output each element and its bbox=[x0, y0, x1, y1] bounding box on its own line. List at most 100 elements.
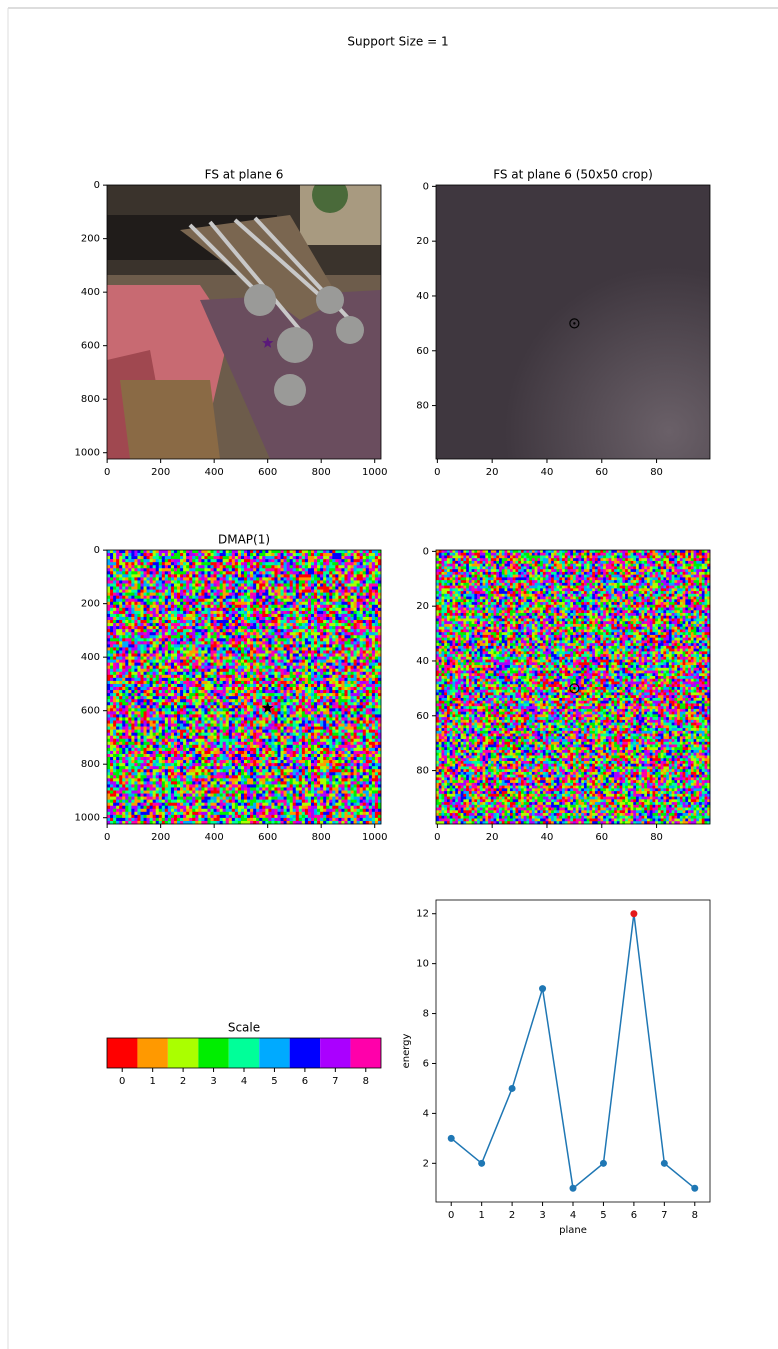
noise-pixel bbox=[162, 596, 165, 599]
noise-pixel bbox=[131, 608, 134, 611]
noise-pixel bbox=[247, 672, 250, 675]
noise-pixel bbox=[344, 559, 347, 562]
noise-pixel bbox=[140, 562, 143, 565]
noise-pixel bbox=[131, 577, 134, 580]
noise-pixel bbox=[217, 556, 220, 559]
noise-pixel bbox=[113, 660, 116, 663]
noise-pixel bbox=[271, 687, 274, 690]
noise-pixel bbox=[326, 587, 329, 590]
noise-pixel bbox=[323, 565, 326, 568]
noise-pixel bbox=[140, 568, 143, 571]
noise-pixel bbox=[360, 702, 363, 705]
noise-pixel bbox=[241, 711, 244, 714]
noise-pixel bbox=[223, 681, 226, 684]
noise-pixel bbox=[183, 614, 186, 617]
noise-pixel bbox=[207, 635, 210, 638]
noise-pixel bbox=[134, 714, 137, 717]
noise-pixel bbox=[363, 559, 366, 562]
noise-pixel bbox=[323, 660, 326, 663]
noise-pixel bbox=[250, 559, 253, 562]
noise-pixel bbox=[189, 577, 192, 580]
noise-pixel bbox=[186, 708, 189, 711]
noise-pixel bbox=[201, 641, 204, 644]
noise-pixel bbox=[165, 626, 168, 629]
noise-pixel bbox=[204, 629, 207, 632]
noise-pixel bbox=[119, 654, 122, 657]
noise-pixel bbox=[235, 641, 238, 644]
noise-pixel bbox=[116, 626, 119, 629]
noise-pixel bbox=[357, 675, 360, 678]
noise-pixel bbox=[153, 696, 156, 699]
noise-pixel bbox=[168, 669, 171, 672]
noise-pixel bbox=[134, 571, 137, 574]
noise-pixel bbox=[290, 580, 293, 583]
noise-pixel bbox=[299, 696, 302, 699]
noise-pixel bbox=[122, 587, 125, 590]
noise-pixel bbox=[354, 571, 357, 574]
noise-pixel bbox=[326, 638, 329, 641]
noise-pixel bbox=[198, 699, 201, 702]
noise-pixel bbox=[344, 678, 347, 681]
noise-pixel bbox=[363, 699, 366, 702]
noise-pixel bbox=[284, 678, 287, 681]
noise-pixel bbox=[180, 711, 183, 714]
noise-pixel bbox=[323, 711, 326, 714]
noise-pixel bbox=[262, 635, 265, 638]
noise-pixel bbox=[140, 590, 143, 593]
noise-pixel bbox=[329, 672, 332, 675]
noise-pixel bbox=[186, 608, 189, 611]
noise-pixel bbox=[338, 583, 341, 586]
noise-pixel bbox=[287, 553, 290, 556]
noise-pixel bbox=[375, 684, 378, 687]
noise-pixel bbox=[162, 672, 165, 675]
noise-pixel bbox=[204, 620, 207, 623]
noise-pixel bbox=[232, 623, 235, 626]
noise-pixel bbox=[147, 590, 150, 593]
noise-pixel bbox=[177, 690, 180, 693]
noise-pixel bbox=[116, 660, 119, 663]
noise-pixel bbox=[296, 620, 299, 623]
noise-pixel bbox=[137, 638, 140, 641]
noise-pixel bbox=[326, 696, 329, 699]
noise-pixel bbox=[326, 635, 329, 638]
noise-pixel bbox=[186, 690, 189, 693]
noise-pixel bbox=[247, 714, 250, 717]
noise-pixel bbox=[250, 599, 253, 602]
noise-pixel bbox=[296, 574, 299, 577]
noise-pixel bbox=[284, 669, 287, 672]
noise-pixel bbox=[287, 696, 290, 699]
noise-pixel bbox=[207, 687, 210, 690]
noise-pixel bbox=[107, 702, 110, 705]
noise-pixel bbox=[344, 657, 347, 660]
noise-pixel bbox=[238, 644, 241, 647]
noise-pixel bbox=[341, 684, 344, 687]
noise-pixel bbox=[220, 590, 223, 593]
noise-pixel bbox=[201, 657, 204, 660]
noise-pixel bbox=[369, 617, 372, 620]
noise-pixel bbox=[372, 599, 375, 602]
noise-pixel bbox=[229, 641, 232, 644]
noise-pixel bbox=[140, 669, 143, 672]
noise-pixel bbox=[113, 620, 116, 623]
noise-pixel bbox=[122, 672, 125, 675]
noise-pixel bbox=[351, 562, 354, 565]
noise-pixel bbox=[314, 684, 317, 687]
noise-pixel bbox=[308, 599, 311, 602]
noise-pixel bbox=[351, 699, 354, 702]
noise-pixel bbox=[338, 565, 341, 568]
noise-pixel bbox=[144, 638, 147, 641]
noise-pixel bbox=[369, 632, 372, 635]
noise-pixel bbox=[153, 550, 156, 553]
noise-pixel bbox=[207, 684, 210, 687]
noise-pixel bbox=[344, 565, 347, 568]
noise-pixel bbox=[271, 605, 274, 608]
noise-pixel bbox=[296, 617, 299, 620]
noise-pixel bbox=[305, 641, 308, 644]
noise-pixel bbox=[131, 693, 134, 696]
noise-pixel bbox=[244, 711, 247, 714]
noise-pixel bbox=[253, 568, 256, 571]
noise-pixel bbox=[220, 635, 223, 638]
noise-pixel bbox=[360, 654, 363, 657]
noise-pixel bbox=[335, 638, 338, 641]
noise-pixel bbox=[335, 660, 338, 663]
